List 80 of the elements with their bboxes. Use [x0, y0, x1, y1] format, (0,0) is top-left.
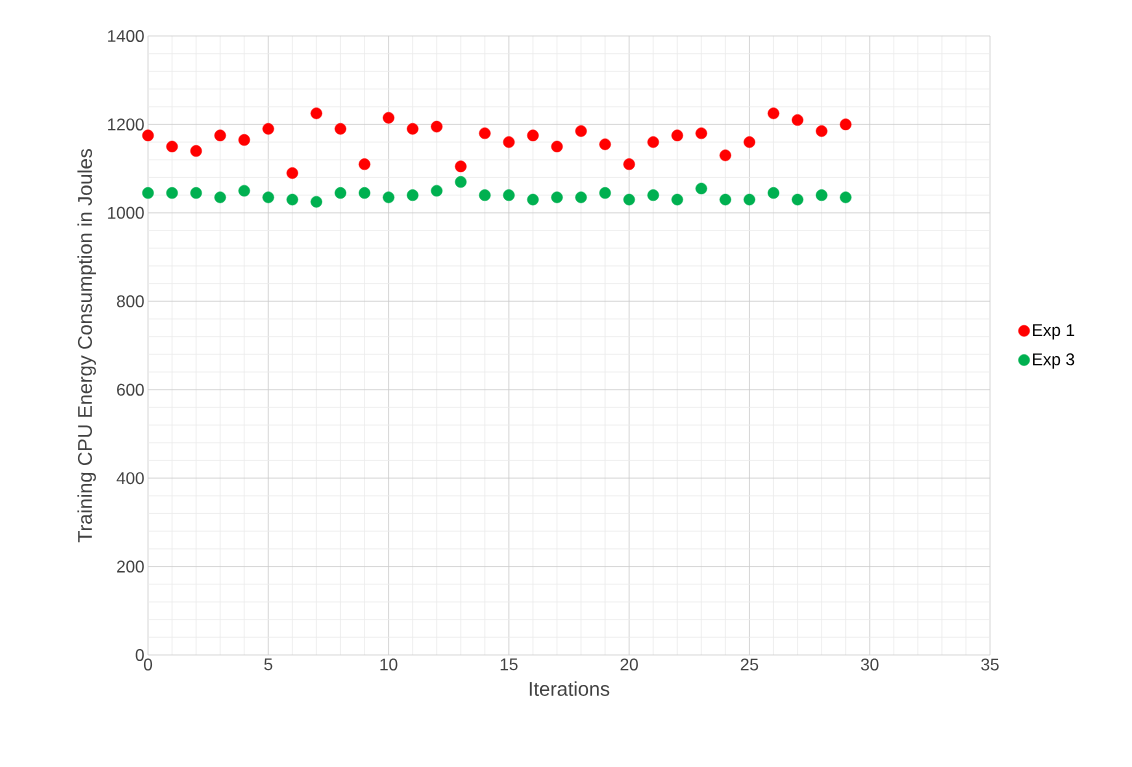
point — [334, 187, 347, 199]
y-tick-label: 1200 — [108, 118, 144, 131]
point — [358, 187, 371, 199]
point — [190, 145, 202, 157]
point — [671, 129, 684, 142]
point — [671, 193, 684, 206]
point — [382, 111, 395, 124]
point — [142, 187, 154, 199]
legend-label: Exp 3 — [1033, 353, 1075, 369]
point — [190, 187, 202, 199]
point — [406, 123, 419, 135]
point — [334, 123, 347, 135]
y-tick-label: 1000 — [108, 206, 144, 219]
point — [382, 191, 395, 204]
point — [503, 189, 515, 201]
point — [719, 193, 732, 206]
x-axis-title: Iterations — [529, 681, 610, 696]
point — [454, 160, 467, 173]
point — [503, 136, 515, 148]
point — [310, 107, 323, 120]
point — [286, 193, 299, 206]
point — [791, 193, 804, 206]
point — [166, 140, 178, 153]
x-tick-label: 30 — [860, 658, 879, 671]
point — [575, 125, 587, 137]
point — [286, 167, 299, 179]
point — [527, 129, 539, 142]
point — [695, 182, 708, 195]
point — [599, 187, 611, 199]
point — [262, 123, 275, 135]
y-tick-label: 600 — [117, 383, 144, 396]
x-tick-label: 20 — [620, 658, 638, 671]
point — [551, 140, 563, 153]
point — [238, 134, 251, 146]
point — [743, 136, 756, 148]
point — [310, 195, 323, 208]
point — [839, 191, 852, 204]
point — [695, 127, 708, 140]
point — [575, 191, 587, 204]
point — [166, 187, 178, 199]
point — [791, 114, 804, 126]
point — [479, 189, 491, 201]
point — [430, 120, 443, 133]
point — [599, 138, 611, 151]
y-axis-title: Training CPU Energy Consumption in Joules — [77, 148, 96, 543]
point — [623, 193, 635, 206]
point — [479, 127, 491, 140]
legend-label: Exp 1 — [1033, 324, 1075, 340]
point — [358, 158, 371, 170]
y-tick-label: 0 — [135, 648, 144, 661]
point — [454, 176, 467, 188]
point — [839, 118, 852, 131]
point — [142, 129, 154, 142]
point — [743, 193, 756, 206]
x-tick-label: 35 — [981, 658, 999, 671]
point — [527, 193, 539, 206]
x-tick-label: 15 — [500, 658, 518, 671]
y-tick-label: 400 — [116, 472, 144, 485]
point — [551, 191, 563, 204]
y-tick-label: 1400 — [108, 29, 144, 42]
point — [815, 125, 828, 137]
y-tick-label: 800 — [116, 295, 144, 308]
point — [719, 149, 732, 162]
point — [647, 189, 660, 201]
x-tick-label: 0 — [143, 658, 153, 671]
point — [815, 189, 828, 201]
point — [647, 136, 660, 148]
point — [430, 184, 443, 197]
point — [238, 184, 251, 197]
point — [767, 187, 780, 199]
x-tick-label: 25 — [740, 658, 759, 671]
x-tick-label: 10 — [380, 658, 398, 671]
point — [406, 189, 419, 201]
point — [623, 158, 635, 170]
point — [214, 191, 226, 204]
point — [214, 129, 226, 142]
point — [767, 107, 780, 120]
y-tick-label: 200 — [117, 560, 144, 573]
point — [262, 191, 275, 204]
x-tick-label: 5 — [264, 658, 273, 671]
